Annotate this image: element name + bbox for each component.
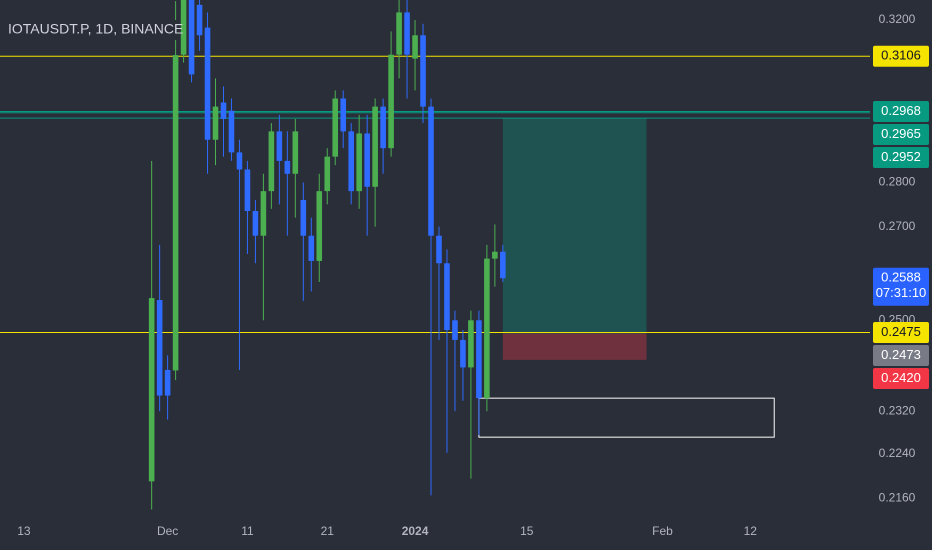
- candle-body: [340, 98, 347, 132]
- candle-body: [372, 106, 378, 187]
- candle-body: [156, 300, 163, 396]
- candle-body: [500, 251, 506, 279]
- candle-body: [436, 235, 442, 264]
- x-tick-label: 21: [321, 524, 335, 538]
- x-tick-label: 12: [744, 524, 758, 538]
- candle-body: [172, 55, 179, 371]
- candle-body: [300, 199, 307, 236]
- candle-body: [380, 106, 386, 149]
- price-badge: [873, 322, 929, 344]
- candle-body: [348, 131, 354, 192]
- price-badge: [873, 45, 929, 67]
- candle-body: [364, 133, 370, 187]
- candle-body: [404, 12, 410, 55]
- price-badge: [873, 267, 929, 306]
- candle-body: [180, 0, 187, 55]
- candle-body: [196, 4, 203, 36]
- candle-body: [420, 35, 426, 107]
- price-badge: [873, 345, 929, 367]
- candle-body: [396, 12, 402, 55]
- y-tick-label: 0.2700: [879, 219, 916, 233]
- y-tick-label: 0.2320: [879, 403, 916, 417]
- candle-body: [492, 251, 498, 259]
- candle-body: [236, 152, 243, 170]
- y-tick-label: 0.2240: [879, 446, 916, 460]
- candle-body: [204, 27, 211, 140]
- y-tick-label: 0.3200: [879, 12, 916, 26]
- candle-body: [284, 160, 291, 174]
- candle-body: [292, 131, 299, 174]
- price-badge: [873, 147, 929, 169]
- price-badge-label: 0.3106: [881, 48, 921, 63]
- x-tick-label: Feb: [652, 524, 673, 538]
- axes: 0.32000.29000.28000.27000.25000.23200.22…: [17, 12, 929, 538]
- candle-body: [468, 320, 474, 368]
- chart-title: IOTAUSDT.P, 1D, BINANCE: [8, 21, 183, 37]
- price-badge: [873, 368, 929, 390]
- candle-body: [444, 263, 450, 331]
- candle-body: [332, 98, 339, 157]
- candle-body: [428, 106, 434, 236]
- candle-body: [308, 235, 315, 261]
- price-badge-label: 0.2965: [881, 126, 921, 141]
- price-badge-label: 0.2420: [881, 370, 921, 385]
- candle-body: [460, 339, 466, 368]
- candle-body: [324, 156, 331, 192]
- candle-body: [212, 106, 219, 140]
- candle-body: [252, 211, 259, 236]
- candle-body: [276, 131, 283, 161]
- price-badge: [873, 124, 929, 146]
- candle-body: [148, 298, 155, 482]
- loss-zone: [502, 333, 647, 360]
- x-tick-label: 11: [241, 524, 254, 538]
- countdown-label: 07:31:10: [876, 285, 927, 300]
- plot-area: [0, 0, 870, 510]
- candle-body: [484, 258, 490, 399]
- x-tick-label: 13: [17, 524, 31, 538]
- candle-body: [356, 133, 362, 192]
- y-tick-label: 0.2160: [879, 490, 916, 504]
- candle-body: [164, 369, 171, 396]
- x-tick-label: 15: [520, 524, 534, 538]
- x-tick-label: 2024: [402, 524, 429, 538]
- price-badge: [873, 101, 929, 123]
- candle-body: [452, 320, 458, 340]
- candle-body: [268, 131, 275, 192]
- candle-body: [228, 110, 235, 153]
- candle-body: [476, 320, 482, 399]
- candle-body: [220, 102, 227, 119]
- candle-body: [388, 54, 394, 149]
- price-badge-label: 0.2968: [881, 103, 921, 118]
- candle-body: [316, 191, 323, 261]
- x-tick-label: Dec: [157, 524, 178, 538]
- title-bg: [4, 20, 180, 40]
- profit-zone: [502, 118, 647, 334]
- candle-body: [188, 0, 195, 75]
- price-badge-label: 0.2475: [881, 324, 921, 339]
- candle-body: [412, 35, 418, 59]
- price-badge-label: 0.2588: [881, 270, 921, 285]
- price-badge-label: 0.2952: [881, 149, 921, 164]
- price-badge-label: 0.2473: [881, 347, 921, 362]
- y-tick-label: 0.2800: [879, 175, 916, 189]
- candle-body: [260, 191, 267, 236]
- candle-body: [244, 169, 251, 212]
